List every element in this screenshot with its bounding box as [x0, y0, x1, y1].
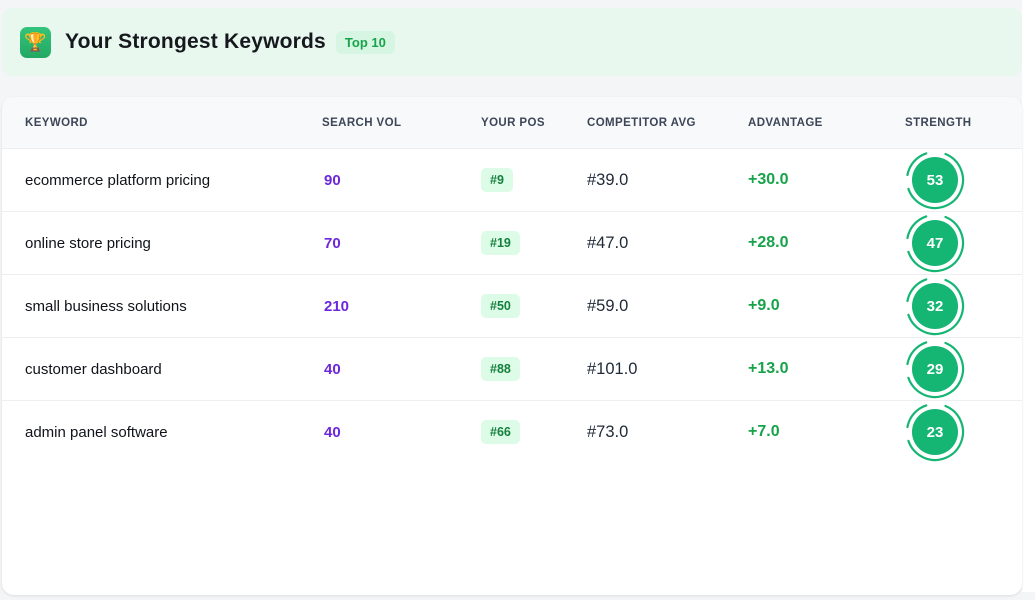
strength-score-value: 23 — [926, 423, 944, 441]
advantage-cell: +28.0 — [748, 234, 789, 251]
table-row[interactable]: small business solutions 210 #50 #59.0 +… — [2, 275, 1022, 338]
table-row[interactable]: ecommerce platform pricing 90 #9 #39.0 +… — [2, 149, 1022, 212]
col-header-your-pos: YOUR POS — [481, 116, 545, 129]
strength-score-circle: 23 — [904, 401, 966, 463]
strength-score-circle: 29 — [904, 338, 966, 400]
keyword-cell: online store pricing — [25, 234, 151, 252]
col-header-search-vol: SEARCH VOL — [322, 116, 402, 129]
col-header-advantage: ADVANTAGE — [748, 116, 823, 129]
search-vol-cell: 70 — [324, 234, 341, 252]
your-pos-badge: #50 — [481, 294, 520, 318]
competitor-avg-cell: #47.0 — [587, 233, 629, 252]
table-header-row: KEYWORD SEARCH VOL YOUR POS COMPETITOR A… — [2, 97, 1022, 149]
strength-score-circle: 53 — [904, 149, 966, 211]
competitor-avg-cell: #73.0 — [587, 422, 629, 441]
scrollbar-track[interactable] — [1022, 0, 1035, 592]
your-pos-badge: #88 — [481, 357, 520, 381]
table-row[interactable]: online store pricing 70 #19 #47.0 +28.0 … — [2, 212, 1022, 275]
keyword-cell: customer dashboard — [25, 360, 162, 378]
keywords-table-card: KEYWORD SEARCH VOL YOUR POS COMPETITOR A… — [2, 97, 1022, 595]
strength-score-value: 29 — [926, 360, 944, 378]
strength-ring-icon — [905, 150, 965, 210]
trophy-icon: 🏆 — [20, 26, 51, 58]
your-pos-badge: #66 — [481, 420, 520, 444]
col-header-competitor-avg: COMPETITOR AVG — [587, 116, 696, 129]
page-title: Your Strongest Keywords — [65, 30, 326, 53]
keyword-cell: admin panel software — [25, 423, 168, 441]
page: 🏆 Your Strongest Keywords Top 10 KEYWORD… — [2, 0, 1022, 595]
strength-ring-icon — [905, 339, 965, 399]
strength-score-value: 32 — [926, 297, 944, 315]
advantage-cell: +7.0 — [748, 423, 780, 440]
advantage-cell: +30.0 — [748, 171, 789, 188]
strongest-keywords-banner: 🏆 Your Strongest Keywords Top 10 — [2, 8, 1022, 76]
strength-score-circle: 32 — [904, 275, 966, 337]
competitor-avg-cell: #59.0 — [587, 296, 629, 315]
search-vol-cell: 90 — [324, 171, 341, 189]
strength-ring-icon — [905, 213, 965, 273]
advantage-cell: +13.0 — [748, 360, 789, 377]
competitor-avg-cell: #39.0 — [587, 170, 629, 189]
keyword-cell: ecommerce platform pricing — [25, 171, 211, 189]
strength-score-value: 53 — [926, 171, 944, 189]
your-pos-badge: #9 — [481, 168, 513, 192]
table-row[interactable]: customer dashboard 40 #88 #101.0 +13.0 2… — [2, 338, 1022, 401]
col-header-keyword: KEYWORD — [25, 116, 88, 129]
table-row[interactable]: admin panel software 40 #66 #73.0 +7.0 2… — [2, 401, 1022, 463]
advantage-cell: +9.0 — [748, 297, 780, 314]
strength-ring-icon — [905, 276, 965, 336]
col-header-strength: STRENGTH — [905, 116, 972, 129]
your-pos-badge: #19 — [481, 231, 520, 255]
search-vol-cell: 40 — [324, 423, 341, 441]
strength-score-value: 47 — [926, 234, 944, 252]
search-vol-cell: 210 — [324, 297, 350, 315]
keyword-cell: small business solutions — [25, 297, 187, 315]
top-10-badge: Top 10 — [335, 30, 395, 54]
strength-ring-icon — [905, 402, 965, 462]
strength-score-circle: 47 — [904, 212, 966, 274]
table-body: ecommerce platform pricing 90 #9 #39.0 +… — [2, 149, 1022, 463]
search-vol-cell: 40 — [324, 360, 341, 378]
competitor-avg-cell: #101.0 — [587, 359, 638, 378]
